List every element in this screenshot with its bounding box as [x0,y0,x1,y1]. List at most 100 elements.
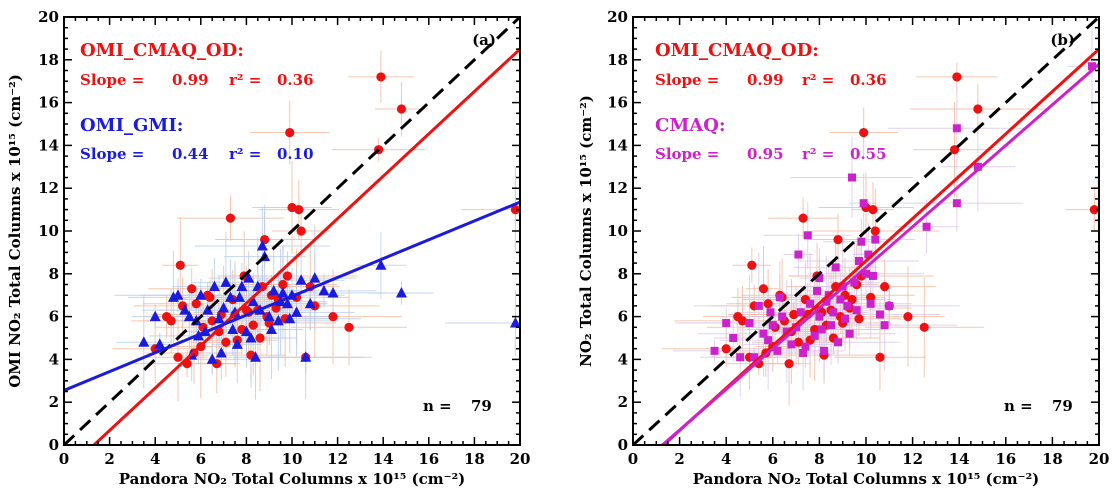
panel-b: 0 2 4 6 8 10 12 14 16 18 20 0 2 4 6 8 10 12 14 16 18 20 Pando… [577,8,1109,488]
data-point [768,321,777,330]
data-point [793,337,804,347]
data-point [375,259,387,270]
y-axis-label: NO₂ Total Columns x 10¹⁵ (cm⁻²) [577,95,595,367]
x-tick-label: 12 [327,450,348,468]
data-point [859,127,869,138]
r2-value: 0.36 [277,71,314,89]
data-point [309,272,321,283]
x-tick-label: 0 [59,450,69,468]
data-point [268,284,280,296]
x-tick-label: 6 [768,450,778,468]
x-tick-label: 8 [814,450,824,468]
data-point [868,205,878,215]
tick-labels: 0 2 4 6 8 10 12 14 16 18 20 0 2 4 6 8 10 12 14 16 18 20 [38,8,530,468]
data-point [729,334,738,342]
data-point [784,359,794,369]
x-tick-label: 8 [241,450,251,468]
data-point [817,325,826,334]
y-tick-label: 18 [607,51,628,69]
data-point [285,127,295,138]
data-point [875,352,885,362]
data-point [794,250,803,259]
data-point [304,297,316,309]
x-tick-label: 2 [674,450,684,468]
data-point [864,250,873,259]
slope-label: Slope = [655,145,719,163]
x-axis-label: Pandora NO₂ Total Columns x 10¹⁵ (cm⁻²) [693,470,1040,488]
data-point [265,323,277,334]
n-label: n = [423,397,452,415]
data-point [284,312,296,324]
data-point [750,353,759,362]
n-value: 79 [471,397,492,415]
data-point [859,199,868,208]
data-point [754,301,763,310]
data-point [973,104,983,114]
data-point [248,320,258,330]
r2-value: 0.55 [850,145,887,163]
data-point [243,272,255,283]
x-tick-label: 0 [628,450,638,468]
data-point [225,213,236,223]
data-point [328,312,338,322]
data-point [775,293,784,302]
series-name-cmaq: CMAQ: [655,115,726,136]
x-tick-label: 6 [196,450,206,468]
data-point [272,314,284,326]
y-tick-label: 16 [607,94,628,112]
data-point [857,237,866,246]
y-tick-label: 4 [618,350,628,368]
n-value: 79 [1052,397,1073,415]
y-tick-label: 12 [38,179,59,197]
slope-value: 0.99 [747,71,784,89]
axis-ticks [632,16,1100,446]
data-point [798,213,808,223]
data-point [229,306,241,317]
data-point [745,319,754,328]
data-point [327,287,339,298]
data-point [263,310,275,322]
data-point [172,289,184,300]
x-tick-label: 14 [373,450,394,468]
data-point [395,287,407,298]
x-tick-label: 4 [721,450,731,468]
y-tick-label: 8 [618,265,628,283]
r2-label: r² = [229,145,261,163]
data-point [295,274,307,285]
data-point [773,346,782,355]
x-tick-label: 14 [949,450,970,468]
data-point [300,351,312,362]
panel-label: (a) [472,31,496,49]
data-point [1089,205,1099,215]
data-point [179,304,191,315]
data-point [827,321,836,330]
data-point [868,271,877,280]
data-point [737,316,748,326]
slope-value: 0.99 [172,71,209,89]
regression-line [64,200,520,392]
data-point [799,348,808,357]
slope-value: 0.95 [747,145,784,163]
data-point [875,310,884,319]
data-point [766,308,775,317]
data-point [855,256,864,265]
data-point [344,322,354,332]
data-point [149,310,161,322]
data-point [221,337,231,347]
series-name-omi-cmaq-od: OMI_CMAQ_OD: [80,40,244,61]
x-tick-label: 10 [856,450,877,468]
stats-legend: OMI_CMAQ_OD: Slope = 0.99 r² = 0.36 CMAQ… [655,40,887,163]
y-tick-label: 14 [38,136,59,154]
data-point [803,231,812,240]
y-tick-label: 14 [607,136,628,154]
r2-label: r² = [802,145,834,163]
data-point [952,72,962,82]
series-name-omi-gmi: OMI_GMI: [80,115,183,136]
r2-label: r² = [229,71,261,89]
data-point [952,199,961,208]
data-point [815,312,824,321]
data-point [854,314,864,324]
data-point [787,340,796,349]
data-points [710,62,1099,369]
data-point [862,269,870,278]
